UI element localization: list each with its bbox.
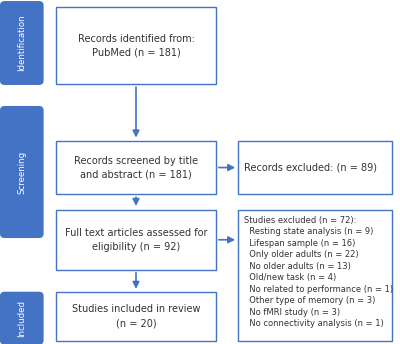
FancyBboxPatch shape [56, 292, 216, 341]
Text: Screening: Screening [17, 150, 26, 194]
Text: Records screened by title
and abstract (n = 181): Records screened by title and abstract (… [74, 156, 198, 180]
FancyBboxPatch shape [0, 106, 44, 238]
Text: Records identified from:
PubMed (n = 181): Records identified from: PubMed (n = 181… [78, 34, 194, 57]
Text: Studies included in review
(n = 20): Studies included in review (n = 20) [72, 304, 200, 329]
Text: Full text articles assessed for
eligibility (n = 92): Full text articles assessed for eligibil… [65, 228, 207, 252]
Text: Included: Included [17, 300, 26, 337]
Text: Studies excluded (n = 72):
  Resting state analysis (n = 9)
  Lifespan sample (n: Studies excluded (n = 72): Resting state… [244, 216, 393, 328]
FancyBboxPatch shape [238, 141, 392, 194]
FancyBboxPatch shape [0, 1, 44, 85]
Text: Records excluded: (n = 89): Records excluded: (n = 89) [244, 163, 377, 173]
FancyBboxPatch shape [56, 7, 216, 84]
FancyBboxPatch shape [56, 141, 216, 194]
FancyBboxPatch shape [0, 292, 44, 344]
FancyBboxPatch shape [238, 210, 392, 341]
FancyBboxPatch shape [56, 210, 216, 270]
Text: Identification: Identification [17, 15, 26, 71]
